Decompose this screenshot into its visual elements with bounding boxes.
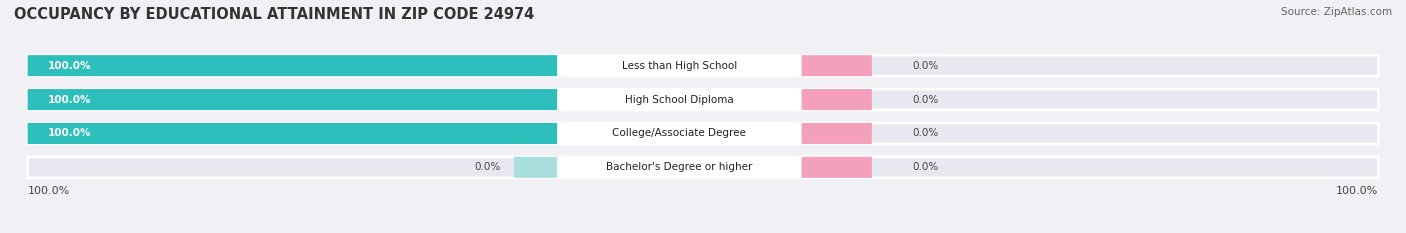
FancyBboxPatch shape: [28, 89, 568, 110]
Text: 100.0%: 100.0%: [28, 186, 70, 196]
Text: 100.0%: 100.0%: [1336, 186, 1378, 196]
FancyBboxPatch shape: [28, 89, 1378, 110]
Text: 100.0%: 100.0%: [48, 95, 91, 105]
FancyBboxPatch shape: [790, 157, 872, 178]
Text: 0.0%: 0.0%: [912, 95, 939, 105]
FancyBboxPatch shape: [790, 123, 872, 144]
FancyBboxPatch shape: [28, 123, 1378, 144]
Text: College/Associate Degree: College/Associate Degree: [613, 128, 747, 138]
FancyBboxPatch shape: [28, 55, 1378, 76]
Text: 0.0%: 0.0%: [912, 61, 939, 71]
Text: 0.0%: 0.0%: [912, 162, 939, 172]
FancyBboxPatch shape: [28, 123, 568, 144]
FancyBboxPatch shape: [557, 123, 801, 144]
Text: Source: ZipAtlas.com: Source: ZipAtlas.com: [1281, 7, 1392, 17]
Text: OCCUPANCY BY EDUCATIONAL ATTAINMENT IN ZIP CODE 24974: OCCUPANCY BY EDUCATIONAL ATTAINMENT IN Z…: [14, 7, 534, 22]
Text: Bachelor's Degree or higher: Bachelor's Degree or higher: [606, 162, 752, 172]
FancyBboxPatch shape: [790, 55, 872, 76]
FancyBboxPatch shape: [557, 55, 801, 76]
Text: High School Diploma: High School Diploma: [626, 95, 734, 105]
FancyBboxPatch shape: [557, 157, 801, 178]
Text: 0.0%: 0.0%: [912, 128, 939, 138]
Text: 0.0%: 0.0%: [474, 162, 501, 172]
Text: Less than High School: Less than High School: [621, 61, 737, 71]
FancyBboxPatch shape: [790, 89, 872, 110]
FancyBboxPatch shape: [28, 55, 568, 76]
Text: 100.0%: 100.0%: [48, 128, 91, 138]
FancyBboxPatch shape: [557, 89, 801, 110]
Text: 100.0%: 100.0%: [48, 61, 91, 71]
FancyBboxPatch shape: [513, 157, 568, 178]
FancyBboxPatch shape: [28, 157, 1378, 178]
